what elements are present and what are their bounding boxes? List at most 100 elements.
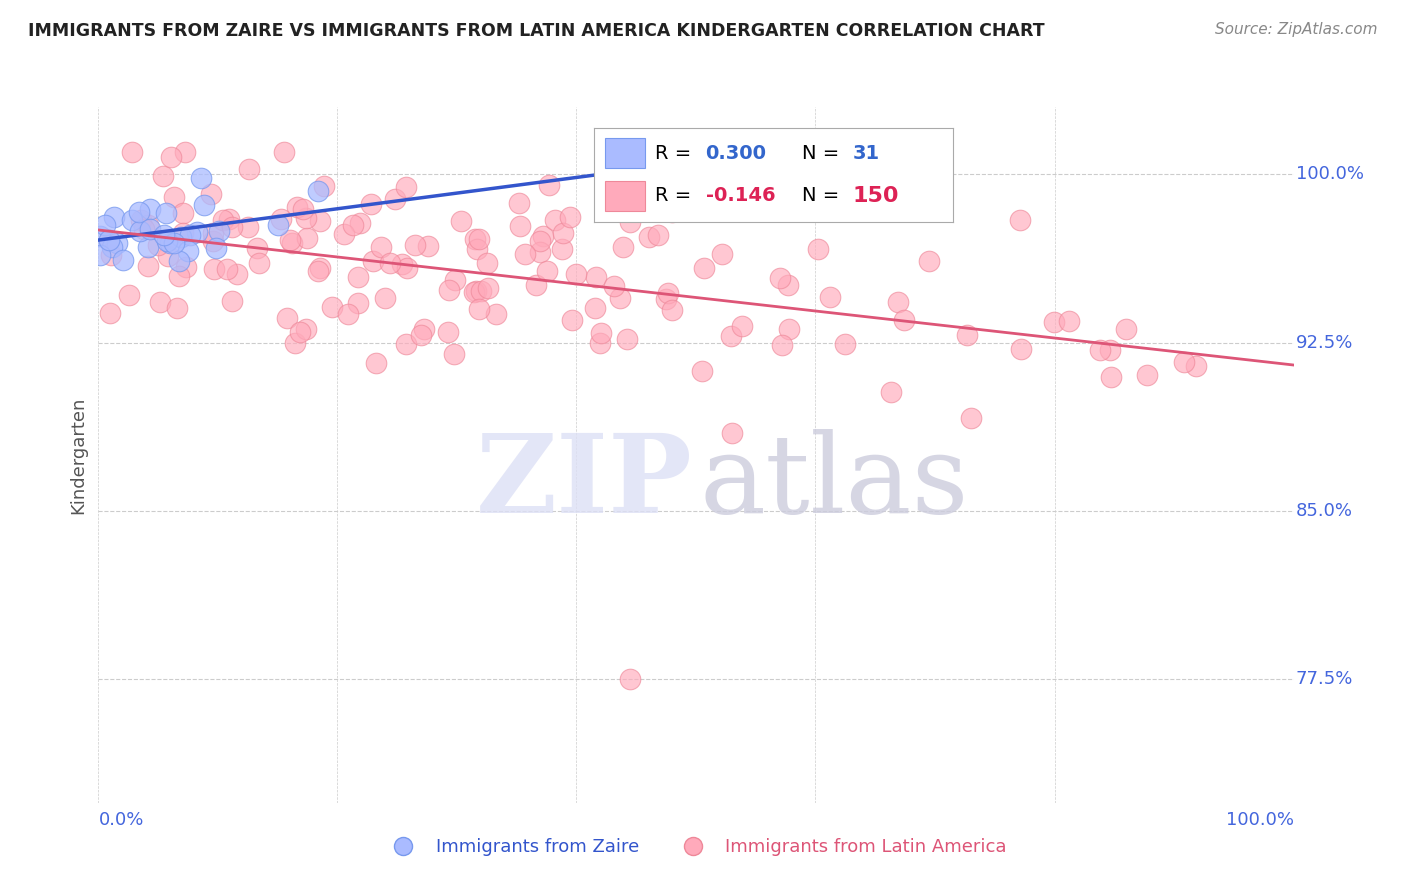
Point bbox=[160, 150, 183, 164]
Point bbox=[307, 185, 329, 199]
Point bbox=[295, 231, 318, 245]
Point bbox=[360, 196, 382, 211]
Point bbox=[589, 326, 612, 340]
Point bbox=[281, 235, 304, 250]
Point bbox=[564, 267, 586, 281]
Point bbox=[619, 673, 641, 687]
Point bbox=[437, 284, 460, 298]
Point bbox=[551, 227, 574, 241]
Point bbox=[770, 338, 793, 352]
Point bbox=[1090, 343, 1112, 358]
Point bbox=[98, 233, 121, 247]
Point bbox=[411, 328, 433, 343]
Point bbox=[721, 425, 744, 440]
Point bbox=[1136, 368, 1159, 382]
Point bbox=[246, 241, 269, 255]
Point bbox=[163, 236, 186, 251]
Text: 31: 31 bbox=[852, 144, 880, 162]
Point bbox=[238, 220, 260, 235]
Point bbox=[778, 278, 800, 293]
Point bbox=[270, 212, 292, 227]
Point bbox=[588, 336, 610, 351]
Point bbox=[98, 306, 121, 320]
Text: N =: N = bbox=[803, 144, 846, 162]
Point bbox=[166, 301, 188, 315]
Text: atlas: atlas bbox=[700, 429, 969, 536]
Point bbox=[249, 256, 271, 270]
Point bbox=[880, 384, 903, 399]
Point bbox=[202, 262, 225, 277]
Point bbox=[284, 336, 307, 351]
Point bbox=[295, 211, 318, 226]
Point bbox=[295, 322, 318, 336]
Point bbox=[655, 292, 678, 306]
Point bbox=[583, 301, 606, 315]
Point bbox=[278, 233, 301, 247]
Point bbox=[89, 248, 111, 262]
Point bbox=[152, 169, 174, 183]
Point bbox=[291, 202, 314, 217]
Point bbox=[136, 259, 159, 273]
Point bbox=[212, 213, 235, 227]
Point bbox=[186, 225, 208, 239]
Point bbox=[561, 313, 583, 327]
Point bbox=[404, 238, 426, 252]
Point bbox=[225, 267, 247, 281]
Point bbox=[485, 307, 508, 321]
Point bbox=[285, 200, 308, 214]
Point bbox=[221, 220, 243, 235]
Point bbox=[638, 229, 661, 244]
Point bbox=[105, 235, 128, 250]
Point bbox=[342, 218, 364, 232]
Point bbox=[807, 242, 830, 256]
Point bbox=[117, 288, 139, 302]
Point bbox=[558, 210, 581, 224]
Point bbox=[960, 411, 983, 425]
Point bbox=[465, 285, 488, 299]
Text: R =: R = bbox=[655, 144, 697, 162]
Point bbox=[155, 205, 177, 219]
Point bbox=[508, 196, 530, 211]
Point bbox=[201, 226, 224, 240]
Point bbox=[364, 356, 387, 370]
Point bbox=[221, 294, 243, 309]
Point bbox=[163, 189, 186, 203]
Point bbox=[308, 214, 330, 228]
Point bbox=[526, 278, 548, 293]
Point bbox=[887, 295, 910, 310]
Point bbox=[202, 234, 225, 248]
Text: -0.146: -0.146 bbox=[706, 186, 775, 205]
Text: N =: N = bbox=[803, 186, 846, 205]
Text: 100.0%: 100.0% bbox=[1296, 165, 1364, 184]
Point bbox=[349, 216, 371, 230]
Point bbox=[529, 244, 551, 259]
Point bbox=[475, 255, 498, 269]
Point bbox=[238, 162, 260, 177]
Point bbox=[177, 244, 200, 258]
Point bbox=[647, 228, 669, 243]
Point bbox=[146, 237, 169, 252]
Text: IMMIGRANTS FROM ZAIRE VS IMMIGRANTS FROM LATIN AMERICA KINDERGARTEN CORRELATION : IMMIGRANTS FROM ZAIRE VS IMMIGRANTS FROM… bbox=[28, 22, 1045, 40]
Point bbox=[167, 254, 190, 268]
Point bbox=[312, 178, 335, 193]
Point bbox=[396, 261, 419, 276]
Point bbox=[193, 198, 215, 212]
Point bbox=[374, 291, 396, 305]
Bar bbox=[605, 138, 644, 169]
Point bbox=[361, 253, 384, 268]
Point bbox=[1043, 315, 1066, 329]
Point bbox=[585, 270, 607, 285]
Point bbox=[333, 227, 356, 241]
Point bbox=[444, 273, 467, 287]
Point bbox=[89, 229, 111, 244]
Point bbox=[818, 290, 841, 304]
Point bbox=[159, 235, 181, 250]
Point bbox=[307, 264, 329, 278]
Point bbox=[1010, 212, 1032, 227]
Point bbox=[346, 270, 368, 285]
Point bbox=[536, 264, 558, 278]
Point bbox=[346, 296, 368, 310]
Point bbox=[710, 246, 733, 260]
Point bbox=[139, 222, 162, 236]
Point bbox=[468, 232, 491, 246]
